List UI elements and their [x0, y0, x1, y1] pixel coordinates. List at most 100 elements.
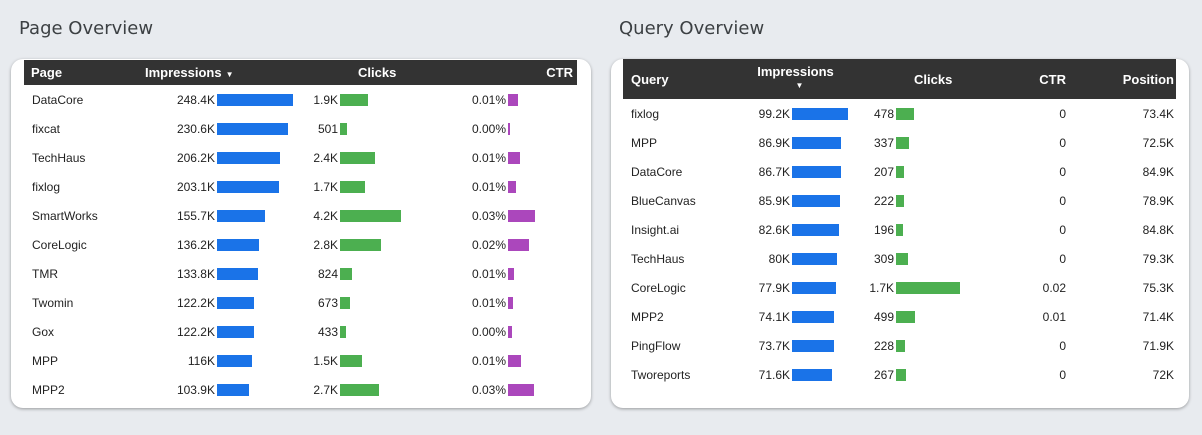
ctr-value: 0.01%: [471, 179, 507, 194]
page-overview-card: Page Impressions ▼ Clicks CTR DataCore 248…: [11, 59, 591, 408]
ctr-value: 0.01%: [471, 266, 507, 281]
table-row[interactable]: TMR 133.8K 824 0.01%: [24, 259, 577, 288]
clicks-bar-cell: [896, 331, 989, 360]
impressions-header-label: Impressions: [145, 65, 222, 80]
impressions-bar-cell: [217, 143, 302, 172]
impressions-bar-cell: [792, 157, 860, 186]
table-row[interactable]: MPP2 74.1K 499 0.01 71.4K: [623, 302, 1176, 331]
clicks-bar-cell: [896, 157, 989, 186]
query-overview-card: Query Impressions ▼ Clicks CTR Position …: [611, 59, 1189, 408]
impressions-value: 77.9K: [758, 280, 790, 295]
table-row[interactable]: fixcat 230.6K 501 0.00%: [24, 114, 577, 143]
ctr-bar-cell: [508, 172, 577, 201]
col-header-query[interactable]: Query: [623, 59, 731, 99]
page-overview-title: Page Overview: [19, 18, 154, 39]
ctr-value: 0.01%: [471, 295, 507, 310]
ctr-value: 0.01: [1042, 309, 1066, 324]
clicks-bar-cell: [340, 85, 452, 114]
table-row[interactable]: Twomin 122.2K 673 0.01%: [24, 288, 577, 317]
position-value: 73.4K: [1142, 106, 1174, 121]
table-row[interactable]: MPP 116K 1.5K 0.01%: [24, 346, 577, 375]
clicks-bar-cell: [896, 244, 989, 273]
table-row[interactable]: PingFlow 73.7K 228 0 71.9K: [623, 331, 1176, 360]
clicks-value: 222: [873, 193, 894, 208]
impressions-value: 203.1K: [176, 179, 215, 194]
impressions-bar-cell: [792, 244, 860, 273]
clicks-value: 1.7K: [869, 280, 894, 295]
ctr-bar-cell: [508, 259, 577, 288]
table-row[interactable]: MPP 86.9K 337 0 72.5K: [623, 128, 1176, 157]
ctr-bar: [508, 268, 515, 281]
ctr-value: 0: [1059, 251, 1066, 266]
col-header-impressions[interactable]: Impressions ▼: [731, 59, 860, 99]
query-name-cell: MPP2: [631, 309, 664, 324]
col-header-ctr[interactable]: CTR: [452, 60, 578, 85]
table-row[interactable]: DataCore 248.4K 1.9K 0.01%: [24, 85, 577, 114]
col-header-impressions[interactable]: Impressions ▼: [144, 60, 303, 85]
clicks-bar: [340, 355, 363, 368]
page-name-cell: SmartWorks: [32, 208, 98, 223]
col-header-page[interactable]: Page: [24, 60, 144, 85]
impressions-bar-cell: [217, 259, 302, 288]
clicks-bar: [340, 268, 353, 281]
col-header-ctr[interactable]: CTR: [989, 59, 1068, 99]
impressions-value: 82.6K: [758, 222, 790, 237]
ctr-bar: [508, 123, 511, 136]
ctr-bar: [508, 94, 519, 107]
ctr-value: 0: [1059, 222, 1066, 237]
clicks-bar-cell: [340, 114, 452, 143]
query-name-cell: fixlog: [631, 106, 660, 121]
col-header-position[interactable]: Position: [1068, 59, 1176, 99]
impressions-value: 103.9K: [176, 382, 215, 397]
page-name-cell: TechHaus: [32, 150, 86, 165]
impressions-bar-cell: [217, 346, 302, 375]
table-row[interactable]: Gox 122.2K 433 0.00%: [24, 317, 577, 346]
ctr-bar: [508, 210, 536, 223]
ctr-bar-cell: [508, 201, 577, 230]
col-header-clicks[interactable]: Clicks: [860, 59, 989, 99]
clicks-bar: [896, 340, 905, 353]
page-name-cell: MPP2: [32, 382, 65, 397]
clicks-bar: [896, 195, 904, 208]
ctr-bar: [508, 181, 517, 194]
clicks-value: 337: [873, 135, 894, 150]
clicks-bar-cell: [340, 201, 452, 230]
clicks-bar: [896, 137, 909, 150]
clicks-bar-cell: [896, 186, 989, 215]
ctr-bar: [508, 239, 530, 252]
impressions-bar-cell: [217, 288, 302, 317]
page-name-cell: Gox: [32, 324, 55, 339]
impressions-bar-cell: [217, 375, 302, 404]
clicks-bar-cell: [340, 259, 452, 288]
table-row[interactable]: Insight.ai 82.6K 196 0 84.8K: [623, 215, 1176, 244]
table-row[interactable]: fixlog 203.1K 1.7K 0.01%: [24, 172, 577, 201]
clicks-bar: [896, 108, 914, 121]
page-name-cell: fixcat: [32, 121, 61, 136]
table-row[interactable]: MPP2 103.9K 2.7K 0.03%: [24, 375, 577, 404]
table-row[interactable]: DataCore 86.7K 207 0 84.9K: [623, 157, 1176, 186]
impressions-value: 116K: [187, 353, 215, 368]
table-row[interactable]: CoreLogic 136.2K 2.8K 0.02%: [24, 230, 577, 259]
table-row[interactable]: Tworeports 71.6K 267 0 72K: [623, 360, 1176, 389]
impressions-bar-cell: [792, 99, 860, 128]
table-row[interactable]: CoreLogic 77.9K 1.7K 0.02 75.3K: [623, 273, 1176, 302]
query-name-cell: CoreLogic: [631, 280, 686, 295]
table-row[interactable]: TechHaus 80K 309 0 79.3K: [623, 244, 1176, 273]
table-row[interactable]: BlueCanvas 85.9K 222 0 78.9K: [623, 186, 1176, 215]
clicks-bar-cell: [896, 128, 989, 157]
table-row[interactable]: SmartWorks 155.7K 4.2K 0.03%: [24, 201, 577, 230]
clicks-bar: [340, 152, 376, 165]
ctr-value: 0.02: [1042, 280, 1066, 295]
clicks-value: 1.5K: [313, 353, 339, 368]
ctr-bar-cell: [508, 143, 577, 172]
clicks-value: 228: [873, 338, 894, 353]
page-name-cell: MPP: [32, 353, 59, 368]
col-header-clicks[interactable]: Clicks: [302, 60, 453, 85]
table-row[interactable]: fixlog 99.2K 478 0 73.4K: [623, 99, 1176, 128]
impressions-value: 71.6K: [758, 367, 790, 382]
clicks-bar: [340, 94, 369, 107]
table-row[interactable]: TechHaus 206.2K 2.4K 0.01%: [24, 143, 577, 172]
ctr-bar-cell: [508, 288, 577, 317]
impressions-bar: [792, 108, 848, 121]
ctr-value: 0.01%: [471, 353, 507, 368]
